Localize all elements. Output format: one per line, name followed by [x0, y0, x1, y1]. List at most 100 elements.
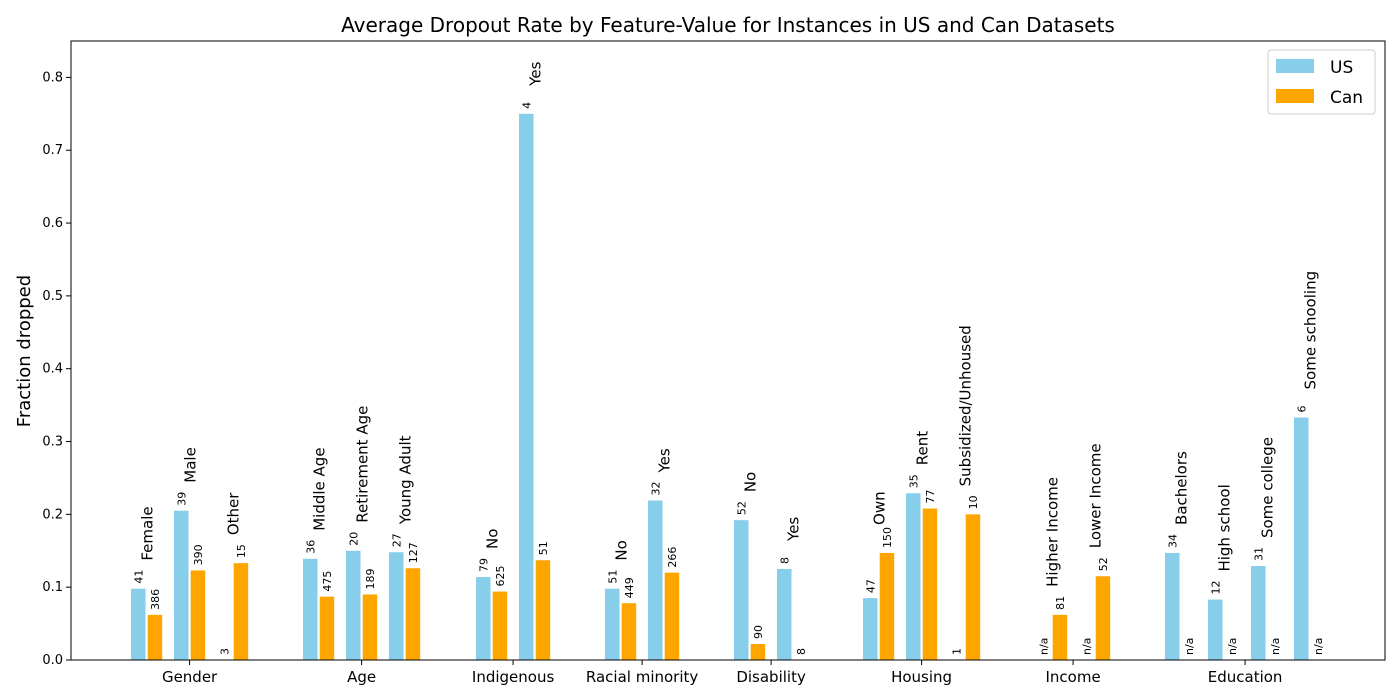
chart-title: Average Dropout Rate by Feature-Value fo…: [341, 13, 1115, 37]
data-label-can: 51: [537, 541, 550, 555]
feature-value-label: Young Adult: [397, 435, 415, 525]
data-label-us: 47: [864, 579, 877, 593]
data-label-us: n/a: [1080, 638, 1093, 655]
bar-us: [1251, 566, 1266, 660]
bar-us: [906, 493, 921, 660]
bar-us: [346, 550, 361, 660]
data-label-us: 3: [218, 648, 231, 655]
feature-value-label: High school: [1216, 484, 1234, 571]
feature-value-label: Female: [139, 506, 157, 560]
y-tick-label: 0.8: [42, 70, 63, 85]
feature-value-label: Middle Age: [311, 447, 329, 530]
data-label-us: n/a: [1037, 638, 1050, 655]
data-label-us: 34: [1166, 534, 1179, 548]
y-tick-label: 0.1: [42, 580, 63, 595]
bar-us: [605, 588, 620, 660]
data-label-us: 12: [1209, 581, 1222, 595]
y-tick-label: 0.0: [42, 653, 63, 668]
x-tick-label: Racial minority: [586, 668, 699, 686]
bar-us: [1165, 552, 1180, 660]
bar-us: [389, 552, 404, 660]
data-label-can: 150: [881, 527, 894, 548]
data-label-us: 4: [520, 102, 533, 109]
x-tick-label: Gender: [162, 668, 218, 686]
bar-can: [492, 591, 508, 660]
bar-can: [147, 614, 163, 660]
y-tick-label: 0.2: [42, 507, 63, 522]
data-label-can: 475: [321, 571, 334, 592]
data-label-us: 20: [347, 532, 360, 546]
y-tick-label: 0.6: [42, 216, 63, 231]
data-label-us: 31: [1252, 547, 1265, 561]
data-label-can: 449: [623, 577, 636, 598]
legend-label-can: Can: [1330, 88, 1363, 108]
feature-value-label: Rent: [914, 431, 932, 465]
x-tick-label: Indigenous: [472, 668, 555, 686]
feature-value-label: Some schooling: [1302, 271, 1320, 390]
feature-value-label: Yes: [656, 448, 674, 473]
bar-can: [922, 508, 938, 660]
data-label-us: 79: [477, 558, 490, 572]
data-label-can: 127: [407, 542, 420, 563]
bar-us: [1208, 599, 1223, 660]
feature-value-label: No: [613, 540, 631, 560]
data-label-us: 1: [950, 648, 963, 655]
feature-value-label: No: [742, 472, 760, 492]
data-label-us: 6: [1295, 405, 1308, 412]
data-label-can: n/a: [1269, 638, 1282, 655]
data-label-can: 625: [494, 566, 507, 587]
bar-us: [863, 598, 878, 660]
y-tick-label: 0.4: [42, 362, 63, 377]
y-tick-label: 0.3: [42, 435, 63, 450]
feature-value-label: No: [484, 529, 502, 549]
data-label-can: 81: [1054, 596, 1067, 610]
data-label-can: 8: [795, 648, 808, 655]
feature-value-label: Lower Income: [1087, 443, 1105, 548]
feature-value-label: Yes: [785, 517, 803, 542]
bar-us: [1294, 417, 1309, 660]
data-label-can: 386: [149, 589, 162, 610]
y-tick-label: 0.5: [42, 289, 63, 304]
feature-value-label: Own: [871, 491, 889, 525]
data-label-can: 90: [752, 625, 765, 639]
feature-value-label: Subsidized/Unhoused: [957, 325, 975, 486]
feature-value-label: Male: [182, 447, 200, 483]
data-label-us: 52: [735, 501, 748, 515]
bar-us: [131, 588, 146, 660]
data-label-can: 52: [1097, 557, 1110, 571]
feature-value-label: Higher Income: [1044, 477, 1062, 587]
bar-can: [319, 596, 335, 660]
legend: US Can: [1267, 49, 1376, 115]
feature-value-label: Some college: [1259, 437, 1277, 538]
data-label-can: 10: [967, 495, 980, 509]
bar-can: [750, 643, 766, 660]
bar-can: [664, 572, 680, 660]
data-label-can: 189: [364, 568, 377, 589]
bar-can: [233, 563, 249, 660]
data-label-can: n/a: [1226, 638, 1239, 655]
bar-us: [174, 510, 189, 660]
bar-can: [965, 514, 981, 660]
bar-us: [303, 558, 318, 660]
x-tick-label: Education: [1208, 668, 1283, 686]
data-label-can: 266: [666, 547, 679, 568]
feature-value-label: Bachelors: [1173, 451, 1191, 525]
data-label-can: n/a: [1183, 638, 1196, 655]
legend-swatch-can: [1276, 89, 1314, 103]
x-tick-label: Disability: [736, 668, 806, 686]
legend-label-us: US: [1330, 58, 1353, 78]
y-tick-label: 0.7: [42, 143, 63, 158]
data-label-us: 8: [778, 557, 791, 564]
y-axis-label: Fraction dropped: [14, 275, 35, 427]
bar-can: [190, 570, 206, 660]
data-label-us: 36: [304, 540, 317, 554]
bar-us: [476, 576, 491, 660]
x-tick-label: Housing: [891, 668, 952, 686]
data-label-can: 15: [235, 544, 248, 558]
plot-area: 0.00.10.20.30.40.50.60.70.8Gender41386Fe…: [42, 61, 1385, 686]
feature-value-label: Yes: [527, 61, 545, 86]
bar-us: [734, 520, 749, 660]
data-label-can: 77: [924, 490, 937, 504]
data-label-can: n/a: [1312, 638, 1325, 655]
